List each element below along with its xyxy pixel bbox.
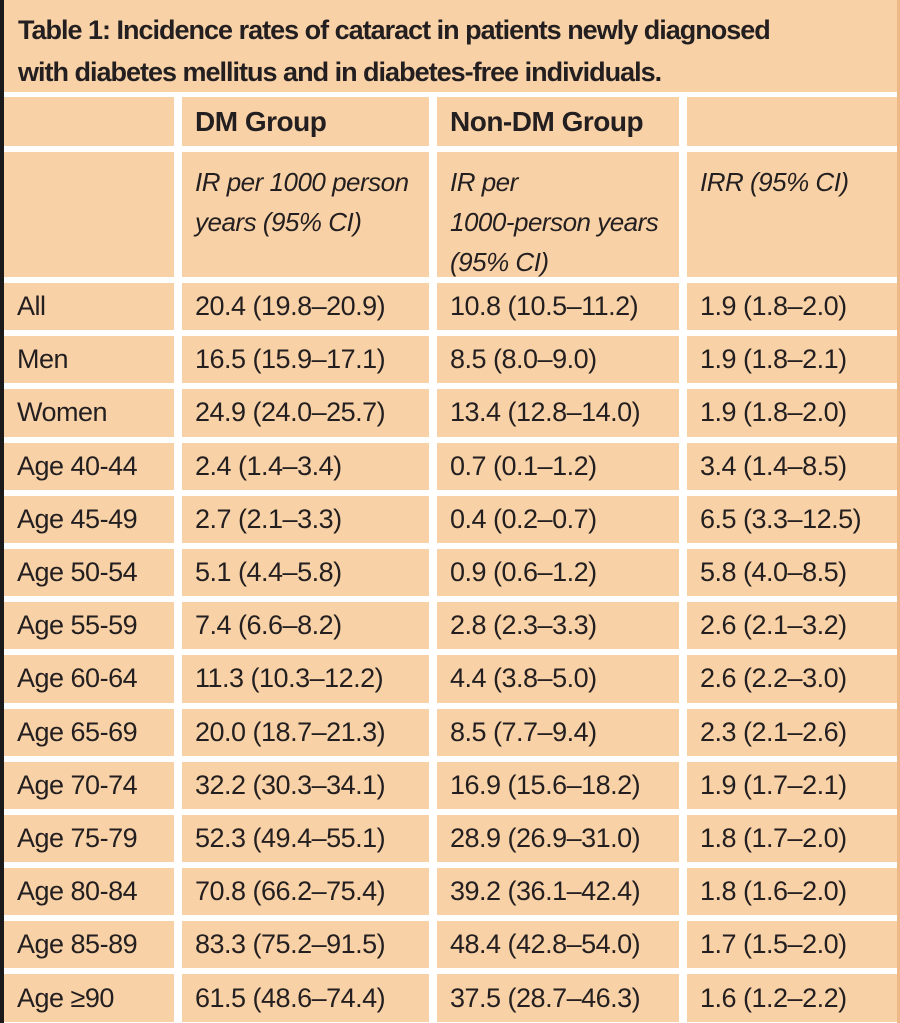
header-cell-empty xyxy=(687,97,900,146)
cell-irr: 5.8 (4.0–8.5) xyxy=(687,548,900,597)
cell-irr: 1.9 (1.8–2.1) xyxy=(687,336,900,384)
cell-dm-ir: 2.4 (1.4–3.4) xyxy=(182,442,429,490)
cell-irr: 3.4 (1.4–8.5) xyxy=(687,442,900,490)
row-label: Age 70-74 xyxy=(4,761,174,809)
scan-right-edge xyxy=(897,0,900,1023)
table-title-line-1: Table 1: Incidence rates of cataract in … xyxy=(18,15,771,45)
cell-irr: 1.8 (1.6–2.0) xyxy=(687,868,900,916)
row-label: Age 65-69 xyxy=(4,708,174,756)
cell-dm-ir: 5.1 (4.4–5.8) xyxy=(182,548,429,597)
cell-irr: 1.9 (1.8–2.0) xyxy=(687,389,900,437)
header-cell-dm-group: DM Group xyxy=(182,97,429,146)
cell-non-dm-ir: 37.5 (28.7–46.3) xyxy=(437,974,679,1022)
cell-non-dm-ir: 0.4 (0.2–0.7) xyxy=(437,495,679,543)
cell-non-dm-ir: 16.9 (15.6–18.2) xyxy=(437,761,679,809)
row-label: Women xyxy=(4,389,174,437)
cell-dm-ir: 83.3 (75.2–91.5) xyxy=(182,921,429,969)
cell-dm-ir: 20.0 (18.7–21.3) xyxy=(182,708,429,756)
table-title-line-2: with diabetes mellitus and in diabetes-f… xyxy=(18,57,662,87)
cell-dm-ir: 70.8 (66.2–75.4) xyxy=(182,868,429,916)
cell-irr: 1.9 (1.7–2.1) xyxy=(687,761,900,809)
row-label: Age 55-59 xyxy=(4,602,174,650)
cell-non-dm-ir: 0.9 (0.6–1.2) xyxy=(437,548,679,597)
cell-non-dm-ir: 4.4 (3.8–5.0) xyxy=(437,655,679,703)
cell-non-dm-ir: 0.7 (0.1–1.2) xyxy=(437,442,679,490)
cell-irr: 2.3 (2.1–2.6) xyxy=(687,708,900,756)
cell-irr: 1.7 (1.5–2.0) xyxy=(687,921,900,969)
cell-non-dm-ir: 8.5 (8.0–9.0) xyxy=(437,336,679,384)
cell-dm-ir: 11.3 (10.3–12.2) xyxy=(182,655,429,703)
cell-non-dm-ir: 13.4 (12.8–14.0) xyxy=(437,389,679,437)
table-title: Table 1: Incidence rates of cataract in … xyxy=(4,0,900,92)
cell-dm-ir: 16.5 (15.9–17.1) xyxy=(182,336,429,384)
row-label: Age 60-64 xyxy=(4,655,174,703)
row-label: Age 85-89 xyxy=(4,921,174,969)
cell-dm-ir: 20.4 (19.8–20.9) xyxy=(182,283,429,331)
header-cell-non-dm-group: Non-DM Group xyxy=(437,97,679,146)
row-label: Age ≥90 xyxy=(4,974,174,1022)
row-label: Age 40-44 xyxy=(4,442,174,490)
header-cell-empty xyxy=(4,97,174,146)
cell-non-dm-ir: 10.8 (10.5–11.2) xyxy=(437,283,679,331)
cell-irr: 2.6 (2.2–3.0) xyxy=(687,655,900,703)
cell-non-dm-ir: 2.8 (2.3–3.3) xyxy=(437,602,679,650)
cell-irr: 2.6 (2.1–3.2) xyxy=(687,602,900,650)
row-label: Age 80-84 xyxy=(4,868,174,916)
cell-dm-ir: 2.7 (2.1–3.3) xyxy=(182,495,429,543)
cell-non-dm-ir: 48.4 (42.8–54.0) xyxy=(437,921,679,969)
cell-non-dm-ir: 28.9 (26.9–31.0) xyxy=(437,814,679,863)
subheader-cell-irr: IRR (95% CI) xyxy=(687,152,900,277)
cell-irr: 1.8 (1.7–2.0) xyxy=(687,814,900,863)
incidence-table: DM Group Non-DM Group IR per 1000 person… xyxy=(4,97,900,1022)
row-label: Men xyxy=(4,336,174,384)
cell-irr: 6.5 (3.3–12.5) xyxy=(687,495,900,543)
row-label: Age 75-79 xyxy=(4,814,174,863)
row-label: Age 50-54 xyxy=(4,548,174,597)
row-label: All xyxy=(4,283,174,331)
cell-dm-ir: 7.4 (6.6–8.2) xyxy=(182,602,429,650)
cell-dm-ir: 24.9 (24.0–25.7) xyxy=(182,389,429,437)
cell-irr: 1.6 (1.2–2.2) xyxy=(687,974,900,1022)
cell-dm-ir: 61.5 (48.6–74.4) xyxy=(182,974,429,1022)
subheader-cell-empty xyxy=(4,152,174,277)
cell-dm-ir: 52.3 (49.4–55.1) xyxy=(182,814,429,863)
cell-non-dm-ir: 39.2 (36.1–42.4) xyxy=(437,868,679,916)
subheader-cell-dm-ir: IR per 1000 person years (95% CI) xyxy=(182,152,429,277)
row-label: Age 45-49 xyxy=(4,495,174,543)
subheader-cell-non-dm-ir: IR per 1000-person years (95% CI) xyxy=(437,152,679,277)
cell-dm-ir: 32.2 (30.3–34.1) xyxy=(182,761,429,809)
cell-non-dm-ir: 8.5 (7.7–9.4) xyxy=(437,708,679,756)
cell-irr: 1.9 (1.8–2.0) xyxy=(687,283,900,331)
